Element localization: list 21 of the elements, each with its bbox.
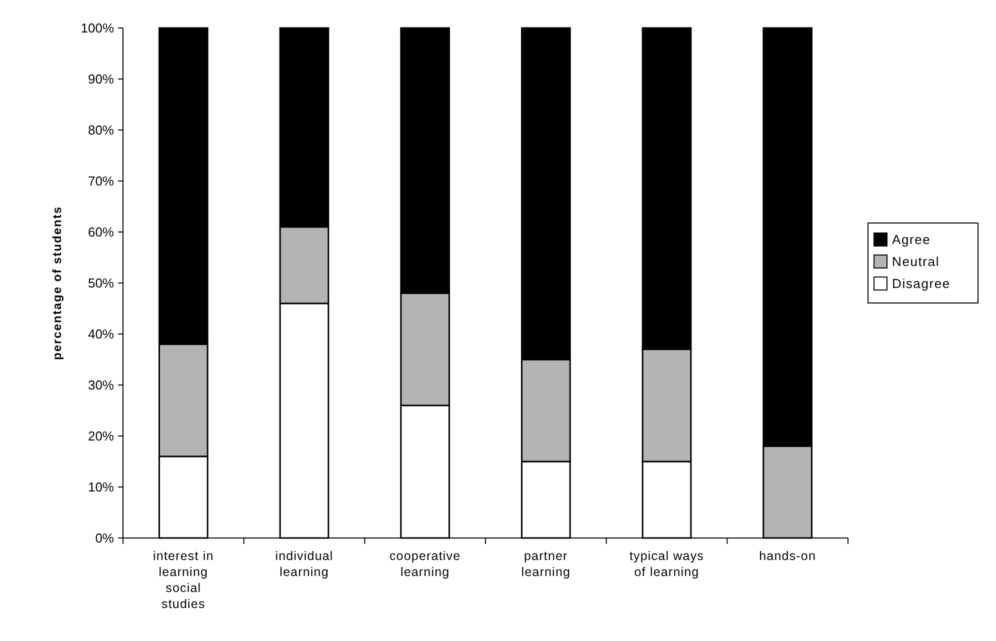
x-tick-label: cooperative learning xyxy=(389,549,461,579)
x-tick-label: hands-on xyxy=(759,549,816,563)
y-tick-label: 30% xyxy=(88,378,114,393)
x-tick-label: interest in learning social studies xyxy=(153,549,214,611)
y-tick-label: 60% xyxy=(88,224,114,240)
x-tick-label: partner learning xyxy=(521,549,571,579)
y-tick-label: 40% xyxy=(88,326,114,342)
y-tick-label: 80% xyxy=(88,122,114,138)
y-tick-label: 70% xyxy=(88,174,114,189)
y-tick-label: 100% xyxy=(80,20,114,36)
x-tick-label: typical ways of learning xyxy=(629,549,704,579)
y-tick-label: 10% xyxy=(88,480,114,495)
legend-label: Neutral xyxy=(892,254,940,269)
y-tick-label: 20% xyxy=(88,428,114,444)
x-tick-label: individual learning xyxy=(275,549,334,579)
y-tick-label: 0% xyxy=(95,530,114,546)
y-tick-label: 50% xyxy=(88,276,114,291)
y-axis-title: percentage of students xyxy=(50,206,64,360)
legend-label: Agree xyxy=(892,232,931,247)
legend-label: Disagree xyxy=(892,276,950,291)
y-tick-label: 90% xyxy=(88,72,114,87)
